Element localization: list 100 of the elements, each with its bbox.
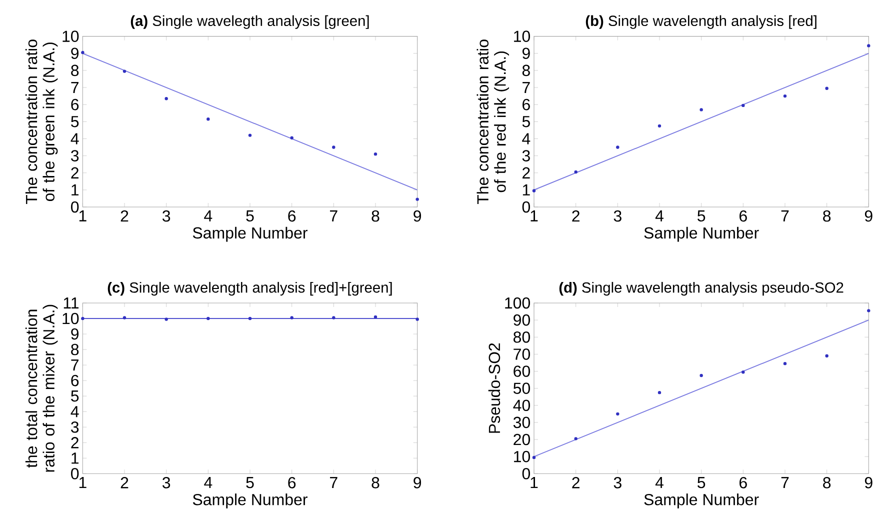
- y-tick-label: 70: [514, 348, 530, 360]
- x-tick-label: 6: [288, 210, 296, 222]
- y-tick-label: 2: [522, 167, 530, 178]
- point: [658, 124, 662, 128]
- x-tick-label: 1: [530, 477, 538, 488]
- y-tick-label: 90: [514, 314, 530, 326]
- x-tick-label: 4: [655, 210, 664, 222]
- y-tick-label: 5: [71, 390, 79, 402]
- chart-title: (a) Single wavelegth analysis [green]: [130, 15, 369, 29]
- x-tick-label: 1: [79, 477, 86, 488]
- y-tick-label: 0: [71, 201, 79, 213]
- x-tick-label: 4: [204, 210, 212, 222]
- point: [700, 108, 703, 112]
- x-tick-label: 7: [781, 210, 789, 222]
- x-tick-label: 7: [330, 477, 338, 488]
- y-tick-label: 30: [513, 416, 530, 428]
- y-tick-label: 10: [62, 312, 79, 324]
- chart-title: (b) Single wavelength analysis [red]: [586, 15, 816, 29]
- point: [825, 354, 828, 358]
- point: [616, 412, 620, 416]
- y-tick-label: 2: [71, 437, 78, 448]
- x-tick-label: 2: [120, 477, 128, 488]
- point: [206, 117, 210, 121]
- x-tick-label: 9: [864, 477, 872, 488]
- point: [783, 94, 787, 98]
- x-tick-label: 7: [330, 210, 338, 222]
- y-tick-label: 10: [62, 30, 79, 42]
- y-tick-label: 3: [522, 150, 530, 162]
- y-tick-label: 6: [71, 98, 79, 110]
- y-tick-label: 7: [71, 360, 78, 371]
- x-tick-label: 1: [530, 210, 538, 222]
- x-tick-label: 8: [372, 210, 380, 222]
- y-tick-label: 0: [522, 201, 530, 213]
- y-tick-label: 20: [514, 434, 530, 446]
- y-tick-label: 10: [514, 30, 530, 42]
- y-tick-label: 1: [72, 452, 79, 464]
- y-tick-label: 5: [71, 116, 79, 128]
- point: [374, 152, 378, 156]
- point: [248, 134, 252, 137]
- y-tick-label: 60: [514, 366, 530, 377]
- point: [290, 136, 294, 140]
- y-tick-label: 80: [514, 331, 530, 343]
- y-tick-label: 8: [71, 64, 79, 76]
- x-tick-label: 6: [740, 210, 747, 222]
- y-tick-label: 4: [522, 133, 530, 144]
- y-tick-label: 8: [71, 344, 79, 356]
- y-tick-label: 7: [71, 82, 78, 94]
- chart-title: (d) Single wavelength analysis pseudo-SO2: [559, 282, 844, 296]
- x-tick-label: 1: [79, 210, 86, 222]
- point: [783, 362, 787, 366]
- chart-title: (c) Single wavelength analysis [red]+[green]: [108, 282, 392, 296]
- x-tick-label: 6: [288, 477, 296, 488]
- y-tick-label: 6: [522, 98, 530, 110]
- point: [81, 50, 84, 54]
- y-tick-label: 9: [71, 48, 79, 60]
- x-tick-label: 5: [246, 477, 254, 488]
- y-tick-label: 0: [522, 468, 530, 480]
- x-axis-title: Sample Number: [192, 226, 308, 242]
- x-axis-title: Sample Number: [644, 494, 759, 508]
- y-tick-label: 40: [513, 400, 530, 412]
- y-tick-label: 4: [70, 133, 79, 144]
- x-axis-title: Sample Number: [192, 494, 308, 508]
- point: [416, 198, 419, 201]
- x-tick-label: 3: [162, 477, 170, 488]
- x-tick-label: 9: [864, 210, 872, 222]
- y-axis-title: the total concentration ratio of the mixer (N.A.): [25, 304, 58, 472]
- point: [532, 189, 536, 192]
- point: [532, 456, 536, 460]
- point: [574, 170, 578, 174]
- y-tick-label: 1: [522, 184, 530, 196]
- point: [825, 86, 828, 90]
- y-tick-label: 9: [71, 328, 79, 340]
- y-tick-label: 6: [71, 374, 79, 386]
- x-tick-label: 8: [823, 210, 831, 222]
- y-tick-label: 1: [72, 184, 79, 196]
- x-tick-label: 8: [823, 477, 831, 488]
- x-tick-label: 7: [781, 477, 789, 488]
- x-tick-label: 8: [372, 477, 380, 488]
- point: [164, 97, 168, 100]
- point: [574, 437, 578, 440]
- point: [700, 374, 703, 378]
- y-tick-label: 100: [505, 297, 530, 309]
- x-tick-label: 2: [572, 477, 580, 488]
- point: [742, 370, 745, 374]
- x-tick-label: 3: [162, 210, 170, 222]
- x-tick-label: 2: [120, 210, 128, 222]
- y-tick-label: 4: [70, 406, 79, 418]
- y-axis-title: Pseudo-SO2: [488, 343, 500, 433]
- y-tick-label: 50: [513, 382, 530, 394]
- point: [122, 70, 126, 73]
- point: [616, 146, 620, 149]
- x-tick-label: 5: [698, 477, 706, 488]
- x-tick-label: 3: [614, 210, 622, 222]
- point: [332, 146, 336, 149]
- x-tick-label: 9: [414, 477, 422, 488]
- point: [867, 44, 870, 48]
- x-tick-label: 6: [740, 477, 747, 488]
- x-tick-label: 4: [204, 477, 212, 488]
- y-tick-label: 10: [514, 450, 530, 462]
- x-tick-label: 3: [614, 477, 622, 488]
